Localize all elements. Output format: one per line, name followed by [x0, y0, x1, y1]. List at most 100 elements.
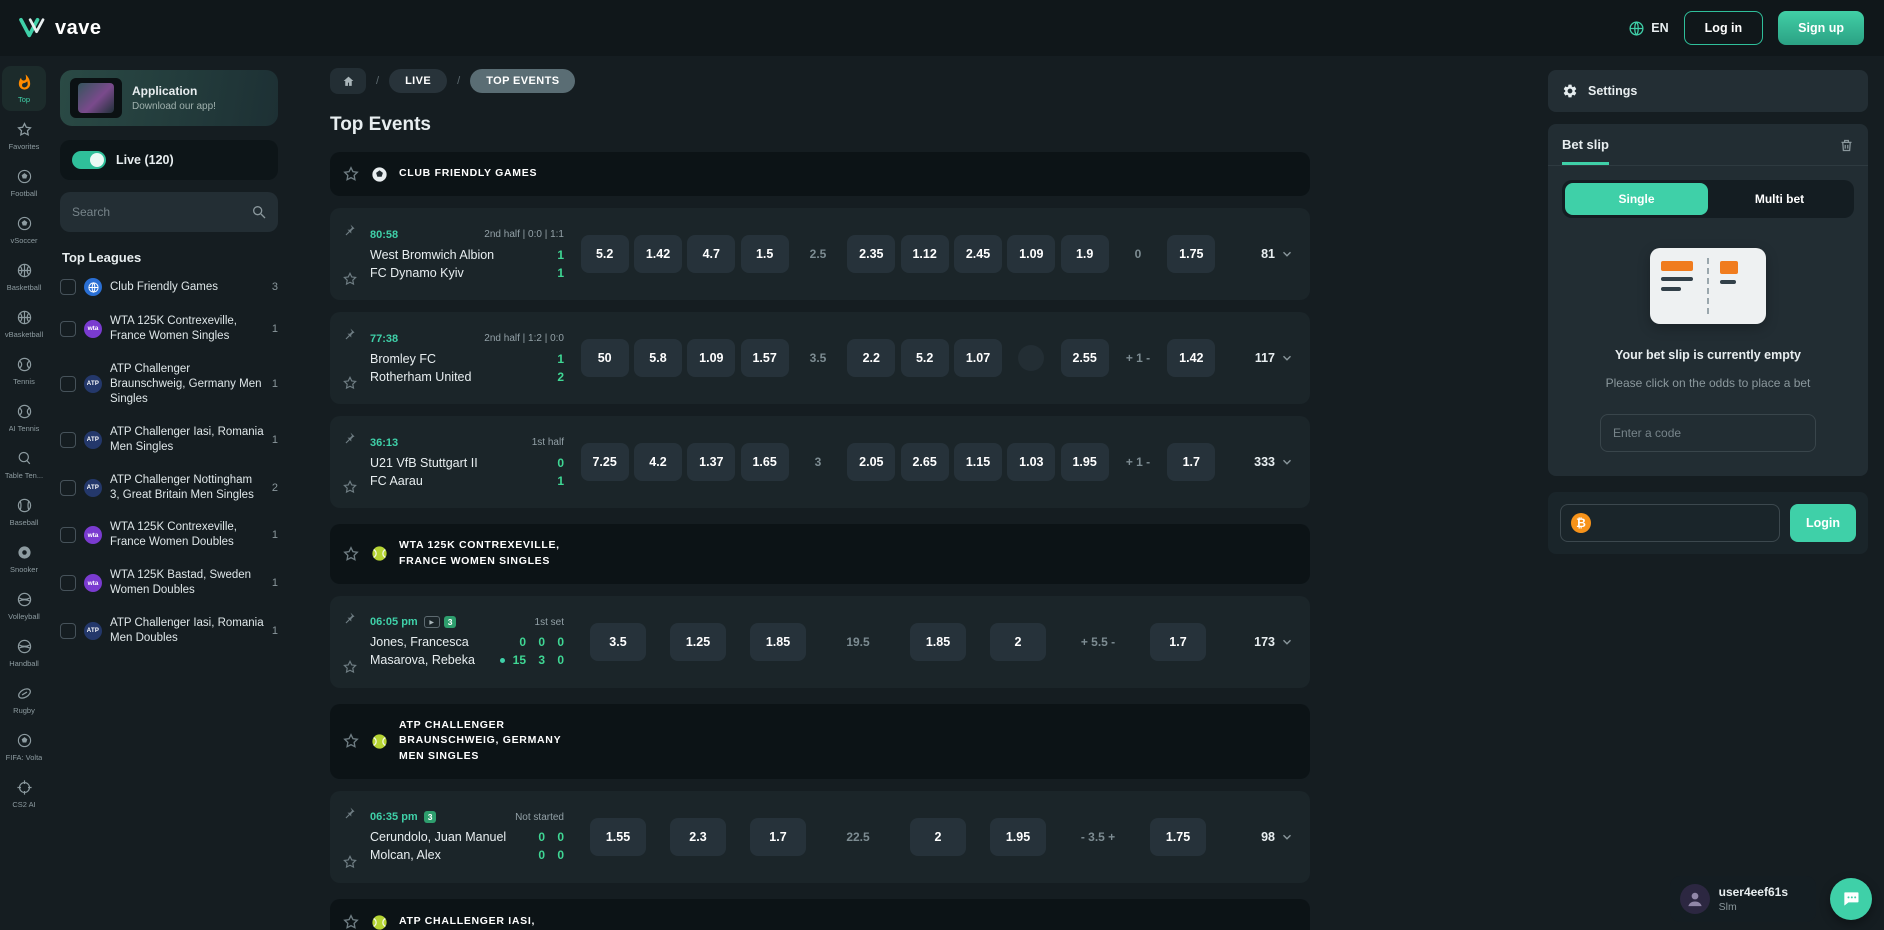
league-item[interactable]: ATP ATP Challenger Iasi, Romania Men Sin…	[60, 416, 278, 464]
odds-button[interactable]: 1.03	[1007, 443, 1055, 481]
odds-button[interactable]: 1.7	[1167, 443, 1215, 481]
match-row[interactable]: 36:13 1st half U21 VfB Stuttgart II 0 FC…	[330, 416, 1310, 508]
odds-button[interactable]: 1.09	[1007, 235, 1055, 273]
trash-icon[interactable]	[1839, 138, 1854, 153]
pin-icon[interactable]	[342, 806, 356, 820]
league-item[interactable]: ATP ATP Challenger Braunschweig, Germany…	[60, 353, 278, 416]
rail-item-snooker[interactable]: Snooker	[2, 536, 46, 581]
pin-icon[interactable]	[342, 223, 356, 237]
odds-button[interactable]: 5.8	[634, 339, 682, 377]
odds-button[interactable]: 1.55	[590, 818, 646, 856]
favorite-star-icon[interactable]	[342, 479, 358, 495]
brand-logo[interactable]: vave	[18, 17, 102, 40]
favorite-star-icon[interactable]	[342, 271, 358, 287]
rail-item-handball[interactable]: Handball	[2, 630, 46, 675]
app-banner[interactable]: Application Download our app!	[60, 70, 278, 126]
pin-icon[interactable]	[342, 611, 356, 625]
odds-button[interactable]: 2.35	[847, 235, 895, 273]
league-checkbox[interactable]	[60, 623, 76, 639]
odds-button[interactable]: 1.15	[954, 443, 1002, 481]
markets-count[interactable]: 117	[1255, 351, 1298, 365]
favorite-star-icon[interactable]	[342, 732, 360, 750]
chat-button[interactable]	[1830, 878, 1872, 920]
odds-button[interactable]: 1.65	[741, 443, 789, 481]
odds-button[interactable]: 1.85	[750, 623, 806, 661]
rail-item-vbasketball[interactable]: vBasketball	[2, 301, 46, 346]
odds-button[interactable]: 1.42	[634, 235, 682, 273]
pin-icon[interactable]	[342, 431, 356, 445]
favorite-star-icon[interactable]	[342, 659, 358, 675]
odds-button[interactable]: 1.85	[910, 623, 966, 661]
odds-button[interactable]: 5.2	[901, 339, 949, 377]
rail-item-football[interactable]: Football	[2, 160, 46, 205]
rail-item-volleyball[interactable]: Volleyball	[2, 583, 46, 628]
markets-count[interactable]: 81	[1261, 247, 1298, 261]
tab-multi-bet[interactable]: Multi bet	[1708, 183, 1851, 215]
league-item[interactable]: wta WTA 125K Contrexeville, France Women…	[60, 511, 278, 559]
match-row[interactable]: 80:58 2nd half | 0:0 | 1:1 West Bromwich…	[330, 208, 1310, 300]
rail-item-rugby[interactable]: Rugby	[2, 677, 46, 722]
odds-button[interactable]: 1.9	[1061, 235, 1109, 273]
login-button[interactable]: Log in	[1684, 11, 1764, 45]
odds-button[interactable]: 1.12	[901, 235, 949, 273]
match-row[interactable]: 06:35 pm 3 Not started Cerundolo, Juan M…	[330, 791, 1310, 883]
odds-button[interactable]: 4.2	[634, 443, 682, 481]
wallet-login-button[interactable]: Login	[1790, 504, 1856, 542]
odds-button[interactable]: 1.57	[741, 339, 789, 377]
signup-button[interactable]: Sign up	[1778, 11, 1864, 45]
odds-button[interactable]: 2.65	[901, 443, 949, 481]
rail-item-vsoccer[interactable]: vSoccer	[2, 207, 46, 252]
odds-button[interactable]: 1.95	[1061, 443, 1109, 481]
favorite-star-icon[interactable]	[342, 913, 360, 930]
rail-item-fifa-volta[interactable]: FIFA: Volta	[2, 724, 46, 769]
wallet-input[interactable]: ₿	[1560, 504, 1780, 542]
favorite-star-icon[interactable]	[342, 165, 360, 183]
odds-button[interactable]: 2	[990, 623, 1046, 661]
odds-button[interactable]: 1.95	[990, 818, 1046, 856]
league-item[interactable]: Club Friendly Games 3	[60, 269, 278, 305]
rail-item-top[interactable]: Top	[2, 66, 46, 111]
odds-button[interactable]: 2.55	[1061, 339, 1109, 377]
odds-button[interactable]: 2.2	[847, 339, 895, 377]
search-input[interactable]	[60, 192, 278, 232]
league-item[interactable]: wta WTA 125K Contrexeville, France Women…	[60, 305, 278, 353]
odds-button[interactable]: 2	[910, 818, 966, 856]
odds-button[interactable]: 2.05	[847, 443, 895, 481]
league-checkbox[interactable]	[60, 432, 76, 448]
breadcrumb-top-events[interactable]: TOP EVENTS	[470, 69, 575, 93]
markets-count[interactable]: 173	[1254, 635, 1298, 649]
odds-button[interactable]: 1.75	[1167, 235, 1215, 273]
odds-button[interactable]: 4.7	[687, 235, 735, 273]
league-checkbox[interactable]	[60, 279, 76, 295]
favorite-star-icon[interactable]	[342, 375, 358, 391]
league-checkbox[interactable]	[60, 480, 76, 496]
odds-button[interactable]: 1.7	[1150, 623, 1206, 661]
odds-button[interactable]: 7.25	[581, 443, 629, 481]
league-checkbox[interactable]	[60, 376, 76, 392]
odds-button[interactable]: 1.25	[670, 623, 726, 661]
pin-icon[interactable]	[342, 327, 356, 341]
odds-button[interactable]: 1.5	[741, 235, 789, 273]
rail-item-basketball[interactable]: Basketball	[2, 254, 46, 299]
league-item[interactable]: ATP ATP Challenger Iasi, Romania Men Dou…	[60, 607, 278, 655]
wallet-amount-input[interactable]	[1599, 516, 1769, 530]
markets-count[interactable]: 98	[1261, 830, 1298, 844]
odds-button[interactable]: 3.5	[590, 623, 646, 661]
markets-count[interactable]: 333	[1254, 455, 1298, 469]
rail-item-baseball[interactable]: Baseball	[2, 489, 46, 534]
rail-item-ai-tennis[interactable]: AI Tennis	[2, 395, 46, 440]
league-item[interactable]: wta WTA 125K Bastad, Sweden Women Double…	[60, 559, 278, 607]
rail-item-cs2-ai[interactable]: CS2 AI	[2, 771, 46, 816]
settings-button[interactable]: Settings	[1548, 70, 1868, 112]
odds-button[interactable]: 50	[581, 339, 629, 377]
odds-button[interactable]: 1.7	[750, 818, 806, 856]
odds-button[interactable]: 1.75	[1150, 818, 1206, 856]
promo-code-input[interactable]	[1600, 414, 1816, 452]
odds-button[interactable]: 1.42	[1167, 339, 1215, 377]
odds-button[interactable]: 1.07	[954, 339, 1002, 377]
tab-single[interactable]: Single	[1565, 183, 1708, 215]
favorite-star-icon[interactable]	[342, 545, 360, 563]
home-breadcrumb[interactable]	[330, 68, 366, 94]
language-selector[interactable]: EN	[1628, 20, 1668, 37]
rail-item-favorites[interactable]: Favorites	[2, 113, 46, 158]
